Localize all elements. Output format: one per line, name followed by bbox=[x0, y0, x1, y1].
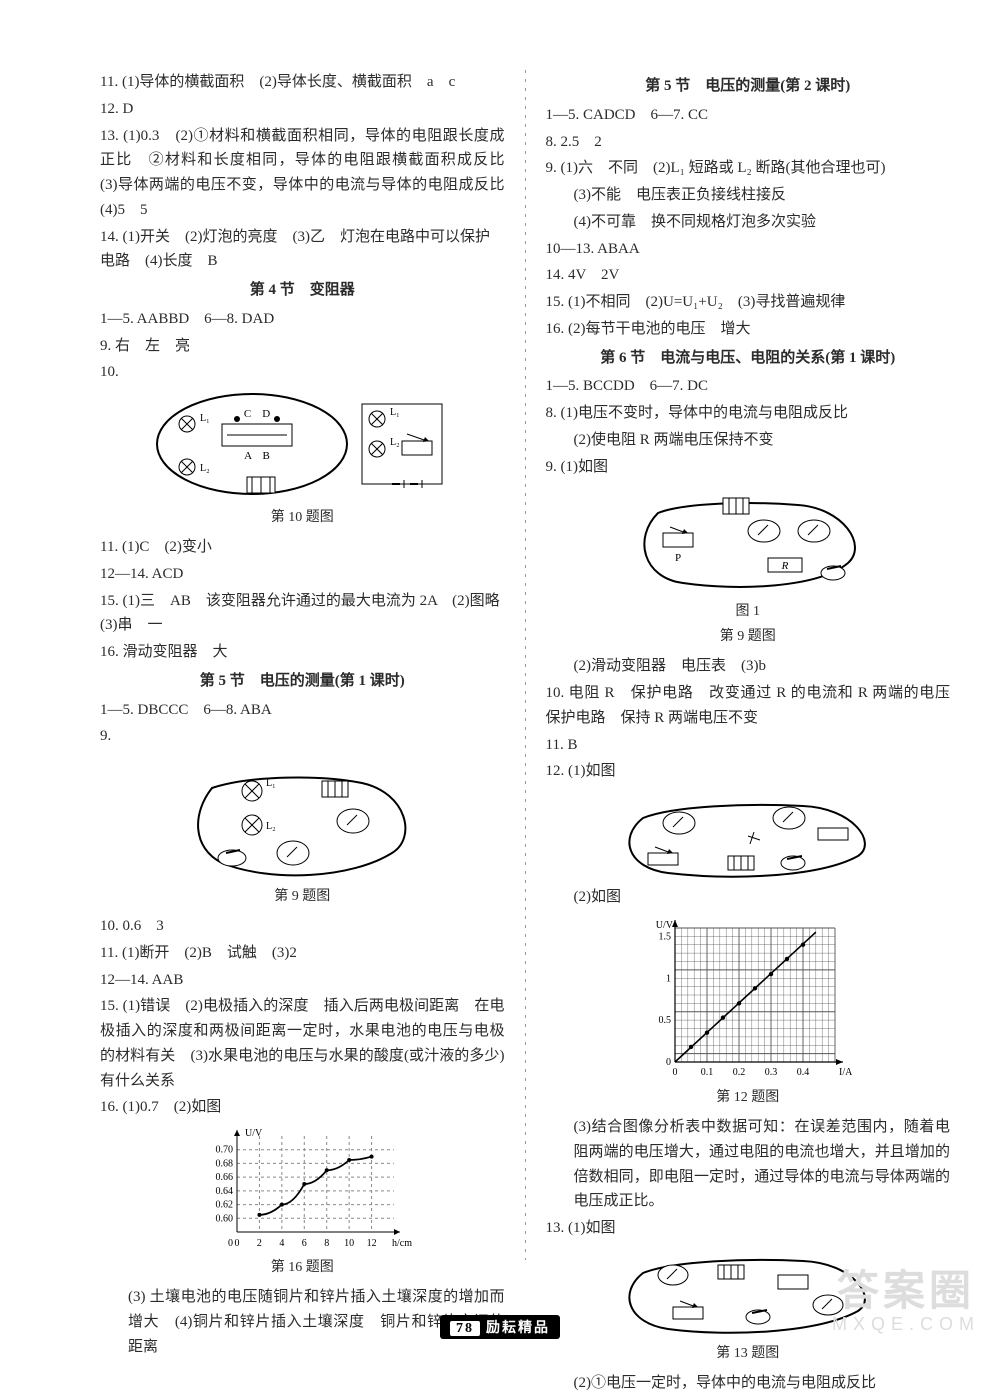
ans-13: 13. (1)0.3 (2)①材料和横截面积相同，导体的电阻跟长度成正比 ②材料… bbox=[100, 124, 505, 223]
sec6-12c: (3)结合图像分析表中数据可知：在误差范围内，随着电阻两端的电压增大，通过电阻的… bbox=[546, 1115, 951, 1214]
svg-text:L₁: L₁ bbox=[200, 413, 210, 424]
sec5a-15: 15. (1)错误 (2)电极插入的深度 插入后两电极间距离 在电极插入的深度和… bbox=[100, 994, 505, 1093]
svg-text:0: 0 bbox=[672, 1067, 677, 1078]
sec5b-9b: (3)不能 电压表正负接线柱接反 bbox=[546, 183, 951, 208]
figure-9a: L₁ L₂ bbox=[100, 753, 505, 883]
svg-text:L₁: L₁ bbox=[390, 407, 400, 418]
svg-text:L₂: L₂ bbox=[266, 821, 276, 832]
sec5a-11: 11. (1)断开 (2)B 试触 (3)2 bbox=[100, 941, 505, 966]
sec6-13b: (2)①电压一定时，导体中的电流与电阻成反比 bbox=[546, 1371, 951, 1396]
svg-text:0: 0 bbox=[235, 1238, 240, 1249]
figure-16-chart: 0.60 0.62 0.64 0.66 0.68 0.70 0 2 4 6 8 10 12 U/V h/cm… bbox=[100, 1124, 505, 1254]
svg-text:0.70: 0.70 bbox=[216, 1145, 234, 1156]
svg-text:R: R bbox=[780, 560, 788, 572]
svg-text:8: 8 bbox=[324, 1238, 329, 1249]
ans-11: 11. (1)导体的横截面积 (2)导体长度、横截面积 a c bbox=[100, 70, 505, 95]
sec5b-10-13: 10—13. ABAA bbox=[546, 237, 951, 262]
sec5a-12-14: 12—14. AAB bbox=[100, 968, 505, 993]
sec6-13: 13. (1)如图 bbox=[546, 1216, 951, 1241]
ans-12: 12. D bbox=[100, 97, 505, 122]
column-divider bbox=[525, 70, 526, 1260]
svg-text:P: P bbox=[675, 552, 681, 564]
sec5b-9c: (4)不可靠 换不同规格灯泡多次实验 bbox=[546, 210, 951, 235]
sec4-16: 16. 滑动变阻器 大 bbox=[100, 640, 505, 665]
page-footer: 78 励耘精品 bbox=[0, 1315, 1000, 1339]
section-5b-title: 第 5 节 电压的测量(第 2 课时) bbox=[546, 74, 951, 99]
ans-14: 14. (1)开关 (2)灯泡的亮度 (3)乙 灯泡在电路中可以保护电路 (4)… bbox=[100, 225, 505, 275]
section-4-title: 第 4 节 变阻器 bbox=[100, 278, 505, 303]
svg-text:A B: A B bbox=[244, 450, 270, 462]
section-5a-title: 第 5 节 电压的测量(第 1 课时) bbox=[100, 669, 505, 694]
sec5a-10: 10. 0.6 3 bbox=[100, 914, 505, 939]
figure-10-caption: 第 10 题图 bbox=[100, 506, 505, 529]
svg-text:L₂: L₂ bbox=[390, 437, 400, 448]
svg-text:C D: C D bbox=[244, 408, 270, 420]
sec4-12-14: 12—14. ACD bbox=[100, 562, 505, 587]
sec6-11: 11. B bbox=[546, 733, 951, 758]
svg-text:I/A: I/A bbox=[839, 1067, 853, 1078]
footer-brand: 励耘精品 bbox=[486, 1321, 550, 1336]
svg-text:U/V: U/V bbox=[245, 1128, 263, 1139]
svg-text:0.68: 0.68 bbox=[216, 1159, 234, 1170]
svg-text:0.66: 0.66 bbox=[216, 1172, 234, 1183]
svg-text:1.5: 1.5 bbox=[658, 931, 671, 942]
figure-12-chart: 0 0.1 0.2 0.3 0.4 0 0.5 1 1.5U/V I/A bbox=[546, 914, 951, 1084]
svg-text:0.64: 0.64 bbox=[216, 1186, 234, 1197]
sec4-10: 10. bbox=[100, 360, 505, 385]
sec5b-16: 16. (2)每节干电池的电压 增大 bbox=[546, 317, 951, 342]
section-6-title: 第 6 节 电流与电压、电阻的关系(第 1 课时) bbox=[546, 346, 951, 371]
svg-text:10: 10 bbox=[344, 1238, 354, 1249]
svg-text:L₁: L₁ bbox=[266, 778, 276, 789]
sec6-1-7: 1—5. BCCDD 6—7. DC bbox=[546, 374, 951, 399]
figure-9b-label: 图 1 bbox=[546, 600, 951, 623]
sec4-11: 11. (1)C (2)变小 bbox=[100, 535, 505, 560]
sec5b-14: 14. 4V 2V bbox=[546, 263, 951, 288]
figure-12a bbox=[546, 788, 951, 883]
sec5a-16: 16. (1)0.7 (2)如图 bbox=[100, 1095, 505, 1120]
sec5b-15: 15. (1)不相同 (2)U=U₁+U₂ (3)寻找普遍规律 bbox=[546, 290, 951, 315]
sec5a-9: 9. bbox=[100, 724, 505, 749]
svg-text:0: 0 bbox=[666, 1057, 671, 1068]
svg-text:0.1: 0.1 bbox=[701, 1067, 714, 1078]
sec6-10: 10. 电阻 R 保护电路 改变通过 R 的电流和 R 两端的电压 保护电路 保… bbox=[546, 681, 951, 731]
svg-text:0.60: 0.60 bbox=[216, 1213, 234, 1224]
svg-text:0.62: 0.62 bbox=[216, 1200, 234, 1211]
sec6-8b: (2)使电阻 R 两端电压保持不变 bbox=[546, 428, 951, 453]
svg-text:2: 2 bbox=[257, 1238, 262, 1249]
svg-text:1: 1 bbox=[666, 973, 671, 984]
page-number: 78 bbox=[450, 1321, 480, 1336]
figure-16-caption: 第 16 题图 bbox=[100, 1256, 505, 1279]
sec5a-1-8: 1—5. DBCCC 6—8. ABA bbox=[100, 698, 505, 723]
sec6-12b: (2)如图 bbox=[546, 885, 951, 910]
sec4-1-8: 1—5. AABBD 6—8. DAD bbox=[100, 307, 505, 332]
svg-text:0: 0 bbox=[228, 1238, 233, 1249]
svg-text:0.4: 0.4 bbox=[797, 1067, 810, 1078]
svg-text:4: 4 bbox=[280, 1238, 285, 1249]
left-column: 11. (1)导体的横截面积 (2)导体长度、横截面积 a c 12. D 13… bbox=[100, 70, 505, 1260]
figure-13-caption: 第 13 题图 bbox=[546, 1342, 951, 1365]
sec5b-1-7: 1—5. CADCD 6—7. CC bbox=[546, 103, 951, 128]
svg-text:12: 12 bbox=[367, 1238, 377, 1249]
right-column: 第 5 节 电压的测量(第 2 课时) 1—5. CADCD 6—7. CC 8… bbox=[546, 70, 951, 1260]
svg-text:h/cm: h/cm bbox=[392, 1238, 412, 1249]
figure-9b: P R bbox=[546, 483, 951, 598]
svg-text:0.2: 0.2 bbox=[733, 1067, 746, 1078]
sec5b-8: 8. 2.5 2 bbox=[546, 130, 951, 155]
svg-text:L₂: L₂ bbox=[200, 463, 210, 474]
sec4-9: 9. 右 左 亮 bbox=[100, 334, 505, 359]
sec4-15: 15. (1)三 AB 该变阻器允许通过的最大电流为 2A (2)图略 (3)串… bbox=[100, 589, 505, 639]
sec5b-9: 9. (1)六 不同 (2)L₁ 短路或 L₂ 断路(其他合理也可) bbox=[546, 156, 951, 181]
svg-text:6: 6 bbox=[302, 1238, 307, 1249]
svg-text:0.5: 0.5 bbox=[658, 1015, 671, 1026]
sec6-9b: (2)滑动变阻器 电压表 (3)b bbox=[546, 654, 951, 679]
figure-12-caption: 第 12 题图 bbox=[546, 1086, 951, 1109]
sec6-9: 9. (1)如图 bbox=[546, 455, 951, 480]
sec6-12: 12. (1)如图 bbox=[546, 759, 951, 784]
sec6-8: 8. (1)电压不变时，导体中的电流与电阻成反比 bbox=[546, 401, 951, 426]
figure-9a-caption: 第 9 题图 bbox=[100, 885, 505, 908]
figure-9b-caption: 第 9 题图 bbox=[546, 625, 951, 648]
figure-10: C D A B L₁ L₂ L₁ L₂ bbox=[100, 389, 505, 504]
svg-text:0.3: 0.3 bbox=[765, 1067, 778, 1078]
svg-text:U/V: U/V bbox=[656, 920, 674, 931]
